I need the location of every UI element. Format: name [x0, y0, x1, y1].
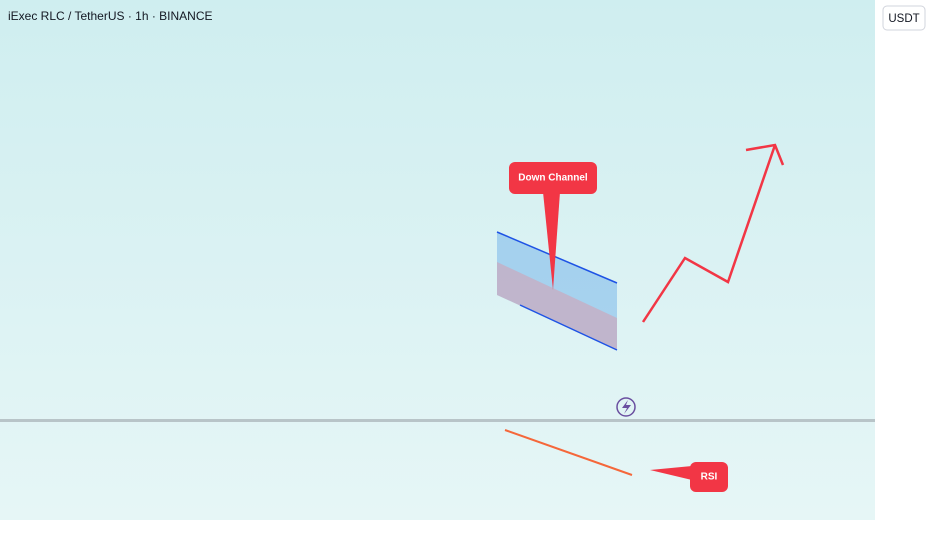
- channel-top: [496, 231, 618, 284]
- alert-bolt: [622, 400, 631, 414]
- price-axis: [875, 0, 932, 550]
- rsi-trendline: [504, 429, 633, 476]
- callout-pointer: [650, 466, 692, 480]
- callout-box: [509, 162, 597, 194]
- arrow-head: [745, 143, 785, 166]
- time-axis: [0, 520, 875, 550]
- alert-icon[interactable]: [616, 397, 636, 417]
- callout-text: Down Channel: [518, 173, 588, 184]
- callout-box: [690, 462, 728, 492]
- currency-button[interactable]: [882, 5, 926, 31]
- symbol-title: iExec RLC / TetherUS · 1h · BINANCE: [8, 9, 213, 23]
- plot-background: [0, 0, 875, 520]
- channel-fill: [497, 232, 617, 350]
- projection-arrow: [641, 144, 777, 323]
- pane-separator: [0, 419, 875, 422]
- callout-text: RSI: [701, 472, 718, 483]
- currency-label: USDT: [888, 13, 919, 25]
- callout-pointer: [543, 192, 560, 290]
- channel-bottom: [519, 304, 618, 351]
- channel-lower-fill: [497, 262, 617, 350]
